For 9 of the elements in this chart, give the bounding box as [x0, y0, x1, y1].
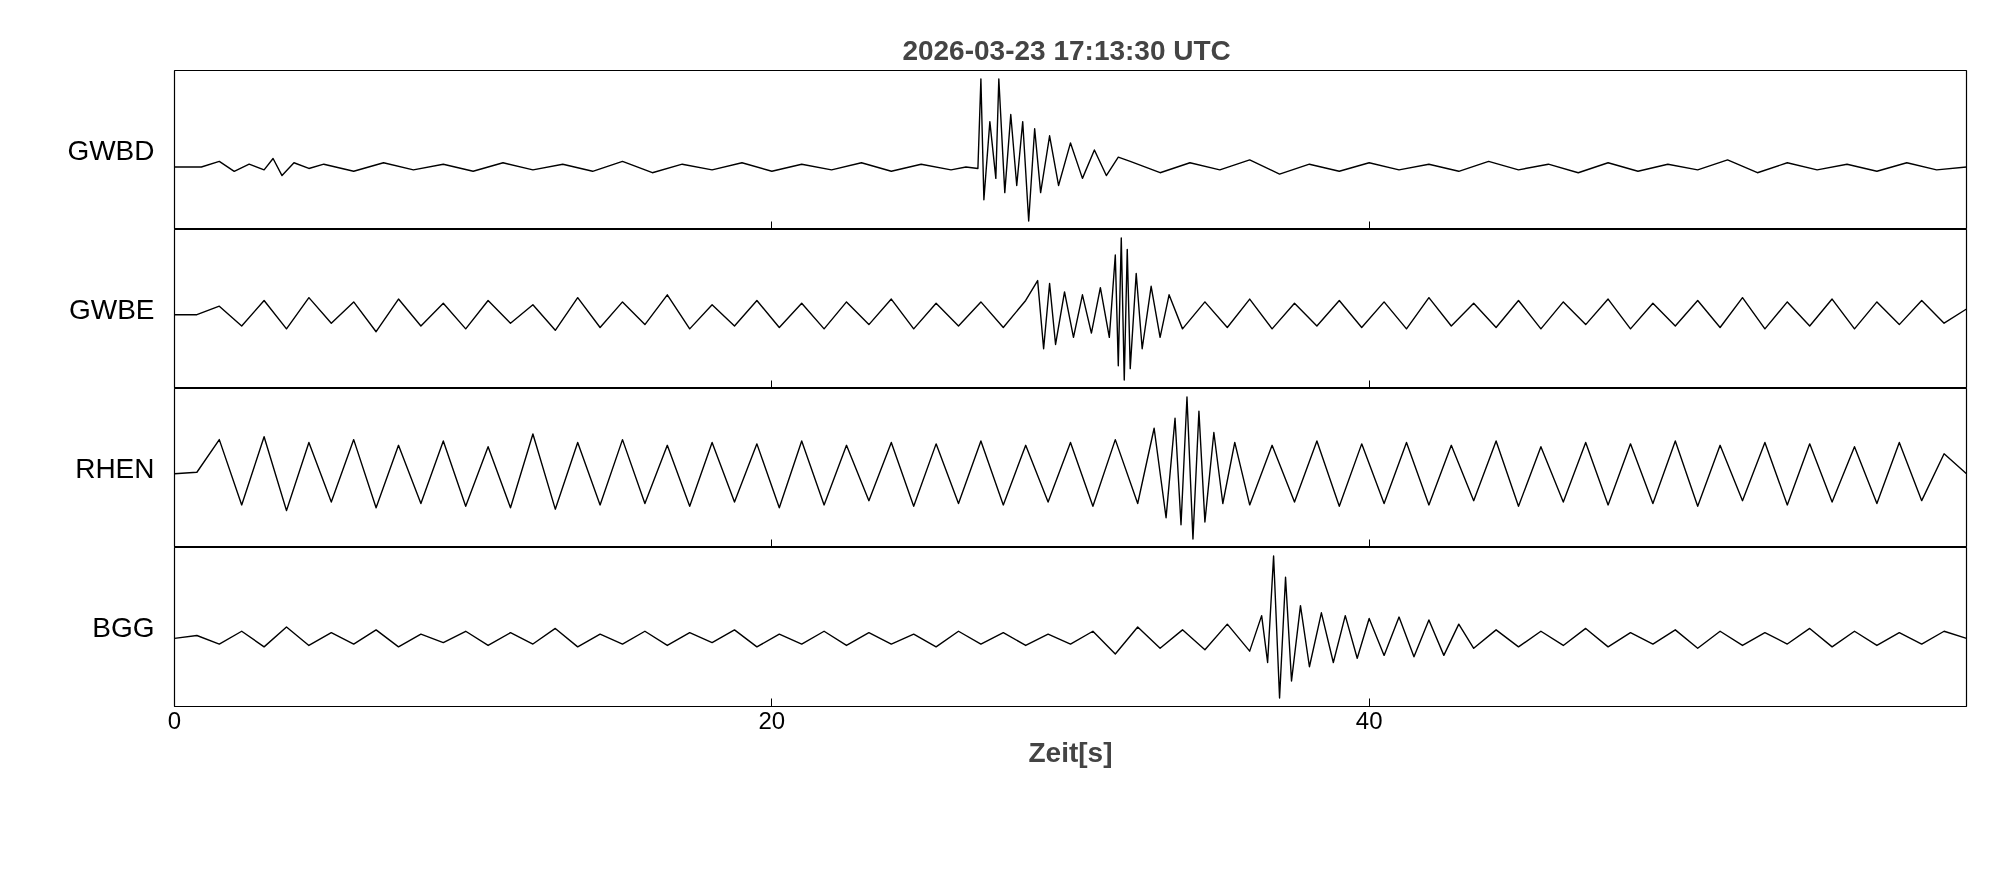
x-axis-title: Zeit[s] — [1028, 736, 1113, 768]
y-axis-title: GWBE — [68, 293, 155, 325]
x-tick-label: 0 — [167, 706, 182, 734]
x-tick-label: 20 — [758, 706, 786, 734]
x-tick-label: 40 — [1355, 706, 1383, 734]
y-axis-title: BGG — [92, 611, 155, 643]
y-axis-title: GWBD — [67, 134, 155, 166]
y-axis-title: RHEN — [75, 452, 155, 484]
chart-title: 2026-03-23 17:13:30 UTC — [902, 34, 1231, 66]
